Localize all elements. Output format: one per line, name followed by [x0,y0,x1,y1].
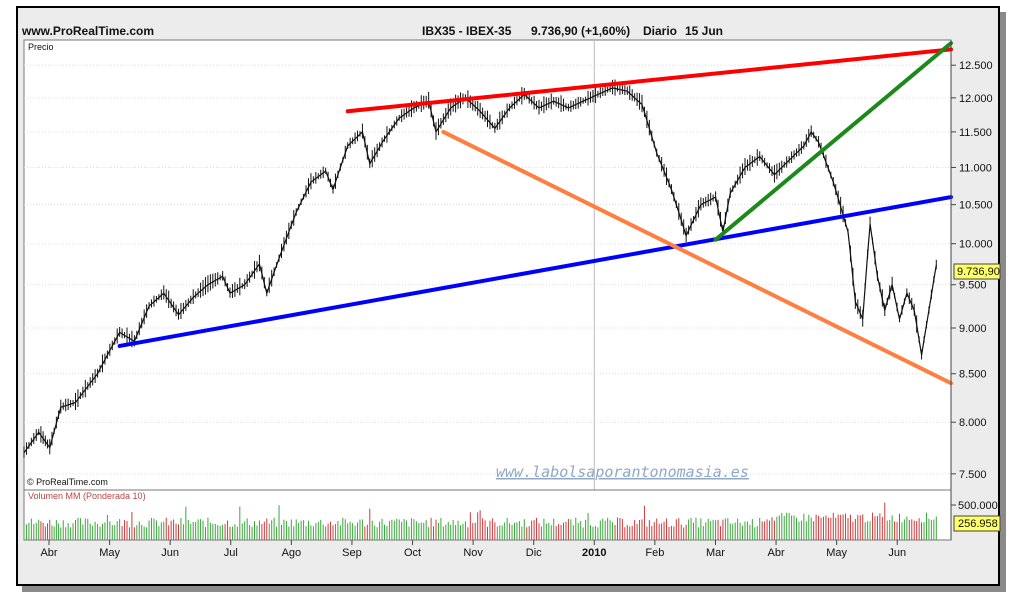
x-tick-label: Feb [645,547,664,559]
y-tick-label: 9.500 [959,280,987,292]
site-title: www.ProRealTime.com [21,24,154,38]
price-chart: www.ProRealTime.com IBX35 - IBEX-35 9.73… [21,24,1001,559]
chart-window: www.ProRealTime.com IBX35 - IBEX-35 9.73… [16,6,1001,586]
x-tick-label: Abr [767,547,784,559]
x-tick-label: Jun [161,547,179,559]
trendlines [117,41,953,386]
x-tick-label: May [99,547,120,559]
price-series [23,79,937,458]
resistance-trendline [345,47,953,114]
x-tick-label: Dic [526,547,542,559]
copyright-label: © ProRealTime.com [27,477,108,487]
x-tick-label: Nov [463,547,483,559]
y-tick-label: 11.000 [959,162,992,174]
last-volume-badge [953,515,1001,532]
last-price-badge [953,263,1001,280]
down-channel-trendline [441,129,953,386]
quote-label: 9.736,90 (+1,60%) [531,24,630,38]
date-label: 15 Jun [685,24,723,38]
watermark-link[interactable]: www.labolsaporantonomasia.es [496,463,749,481]
period-label: Diario [643,24,677,38]
volume-bars [23,502,937,540]
y-tick-label: 10.000 [959,239,993,251]
y-tick-label: 12.500 [959,60,993,72]
y-tick-label: 9.000 [959,323,987,335]
x-tick-label: Ago [282,547,302,559]
y-tick-label: 11.500 [959,127,992,139]
x-tick-label: Jun [888,547,906,559]
support-trendline [117,195,953,348]
y-tick-label: 12.000 [959,93,993,105]
x-tick-label: Abr [40,547,57,559]
volume-axis-label: 500.000 [958,500,998,512]
price-panel-label: Precio [28,42,54,52]
x-tick-label: Jul [224,547,238,559]
x-axis-labels: Abr May Jun Jul Ago Sep Oct Nov Dic 2010 Feb Mar Abr… [40,540,906,559]
x-tick-label: Oct [404,547,421,559]
last-volume-label: 256.958 [958,518,998,530]
price-line [23,87,937,454]
x-tick-label: 2010 [582,547,606,559]
volume-panel-label: Volumen MM (Ponderada 10) [28,491,146,501]
x-tick-label: Mar [706,547,725,559]
y-tick-label: 8.500 [959,369,987,381]
y-tick-label: 8.000 [959,417,987,429]
price-grid [24,40,951,540]
y-tick-label: 7.500 [959,469,987,481]
rebound-trendline [713,41,953,242]
last-price-label: 9.736,90 [957,266,1000,278]
x-tick-label: Sep [342,547,362,559]
price-y-ticks: 7.500 8.000 8.500 9.000 9.500 10.000 10.500 11.… [951,60,993,481]
symbol-label: IBX35 - IBEX-35 [422,24,512,38]
price-panel [23,39,952,491]
y-tick-label: 10.500 [959,200,993,212]
x-tick-label: May [826,547,847,559]
